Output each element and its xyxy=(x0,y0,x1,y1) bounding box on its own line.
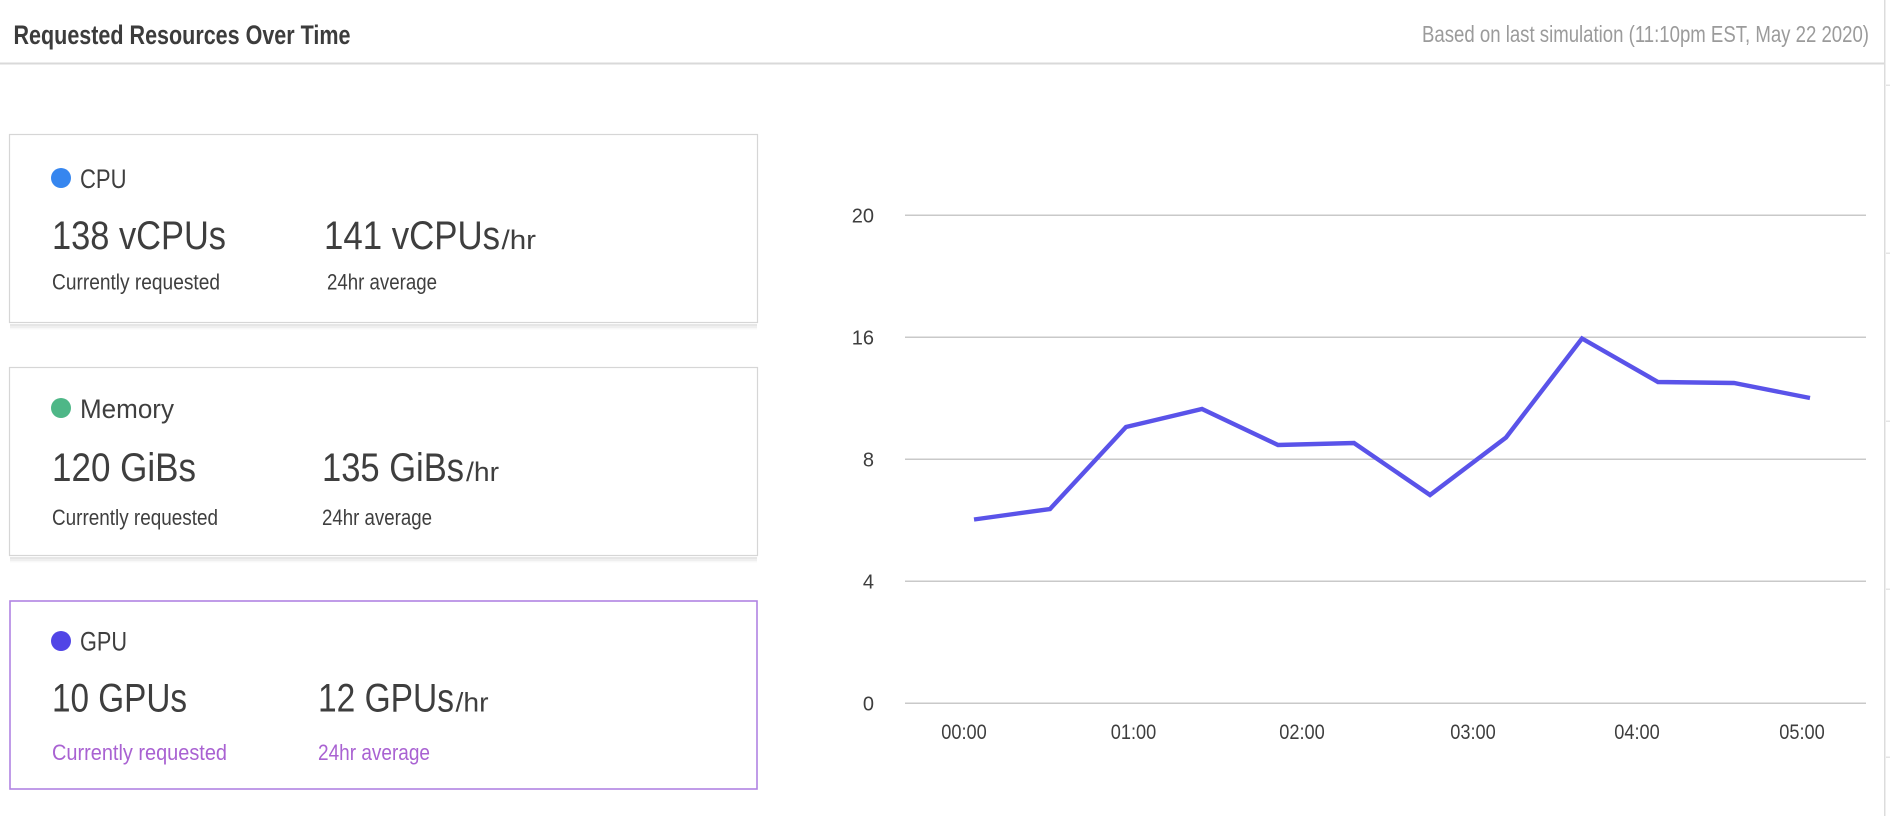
svg-text:Memory: Memory xyxy=(80,394,174,424)
svg-text:CPU: CPU xyxy=(80,164,127,194)
svg-text:00:00: 00:00 xyxy=(941,720,987,744)
svg-text:0: 0 xyxy=(863,694,874,716)
svg-text:01:00: 01:00 xyxy=(1111,720,1157,744)
svg-text:03:00: 03:00 xyxy=(1450,720,1496,744)
svg-text:GPU: GPU xyxy=(80,627,127,657)
svg-text:4: 4 xyxy=(863,572,874,594)
svg-text:05:00: 05:00 xyxy=(1779,720,1825,744)
svg-text:120 GiBs: 120 GiBs xyxy=(52,446,196,490)
svg-text:02:00: 02:00 xyxy=(1279,720,1325,744)
svg-text:16: 16 xyxy=(852,328,874,350)
svg-text:135 GiBs: 135 GiBs xyxy=(322,446,464,490)
svg-text:Requested Resources Over Time: Requested Resources Over Time xyxy=(14,20,351,50)
svg-text:/hr: /hr xyxy=(456,688,489,718)
svg-text:04:00: 04:00 xyxy=(1614,720,1660,744)
svg-text:10 GPUs: 10 GPUs xyxy=(52,677,187,721)
svg-text:138 vCPUs: 138 vCPUs xyxy=(52,214,226,258)
svg-text:20: 20 xyxy=(852,206,874,228)
svg-text:24hr average: 24hr average xyxy=(322,505,432,530)
svg-text:/hr: /hr xyxy=(502,225,537,255)
svg-text:Currently requested: Currently requested xyxy=(52,270,220,295)
svg-text:24hr average: 24hr average xyxy=(327,270,437,295)
svg-text:Currently requested: Currently requested xyxy=(52,740,227,765)
svg-text:12 GPUs: 12 GPUs xyxy=(318,677,454,721)
svg-text:8: 8 xyxy=(863,450,874,472)
svg-text:24hr average: 24hr average xyxy=(318,740,430,765)
svg-text:Currently requested: Currently requested xyxy=(52,505,218,530)
svg-text:141 vCPUs: 141 vCPUs xyxy=(324,214,500,258)
svg-text:/hr: /hr xyxy=(466,457,499,487)
svg-text:Based on last simulation (11:1: Based on last simulation (11:10pm EST, M… xyxy=(1422,21,1869,47)
